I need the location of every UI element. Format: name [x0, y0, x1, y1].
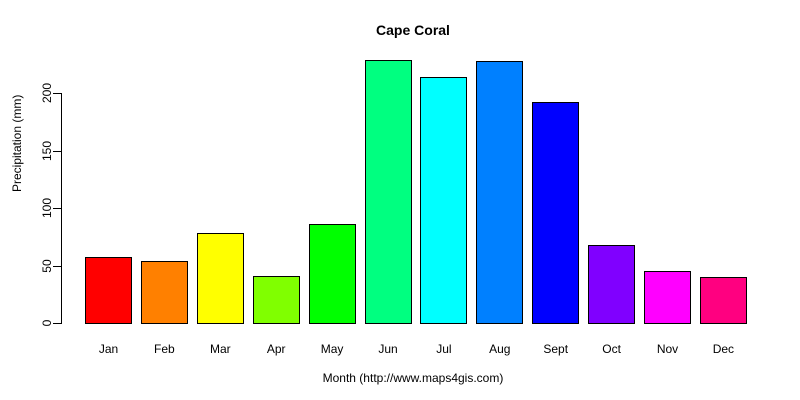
x-axis-label: Month (http://www.maps4gis.com) — [322, 371, 504, 385]
x-tick-label: Jun — [378, 342, 398, 356]
bar-feb — [140, 260, 188, 324]
x-tick-label: Dec — [712, 342, 735, 356]
y-tick — [53, 150, 61, 152]
bar-oct — [588, 244, 636, 324]
y-tick-label: 0 — [40, 319, 54, 327]
bar-dec — [699, 277, 747, 324]
x-tick-label: Oct — [602, 342, 621, 356]
x-tick-label: Sept — [543, 342, 569, 356]
bar-jul — [420, 76, 468, 324]
bar-sept — [532, 102, 580, 324]
bar-aug — [476, 60, 524, 324]
bar-apr — [252, 275, 300, 324]
x-tick-label: Jul — [436, 342, 452, 356]
bar-nov — [644, 271, 691, 324]
y-axis-label: Precipitation (mm) — [10, 94, 24, 192]
x-tick-label: Mar — [209, 342, 231, 356]
y-tick — [53, 93, 61, 94]
x-tick-label: Aug — [489, 342, 511, 356]
x-tick-label: Nov — [656, 342, 679, 356]
y-tick-label: 200 — [40, 82, 54, 104]
x-tick-label: Apr — [266, 342, 286, 356]
x-tick-label: Jan — [98, 342, 119, 356]
y-axis-line — [61, 93, 62, 324]
chart-title: Cape Coral — [376, 22, 450, 38]
y-tick — [53, 265, 61, 267]
y-tick-label: 100 — [40, 197, 54, 219]
y-tick-label: 150 — [40, 140, 54, 161]
bar-jan — [85, 257, 132, 324]
bar-mar — [196, 233, 244, 324]
y-tick — [53, 208, 61, 209]
y-tick — [53, 323, 61, 324]
y-tick-label: 50 — [40, 258, 54, 273]
x-tick-label: Feb — [154, 342, 175, 356]
x-tick-label: May — [320, 342, 344, 356]
bar-jun — [364, 59, 412, 324]
bar-may — [308, 224, 356, 324]
